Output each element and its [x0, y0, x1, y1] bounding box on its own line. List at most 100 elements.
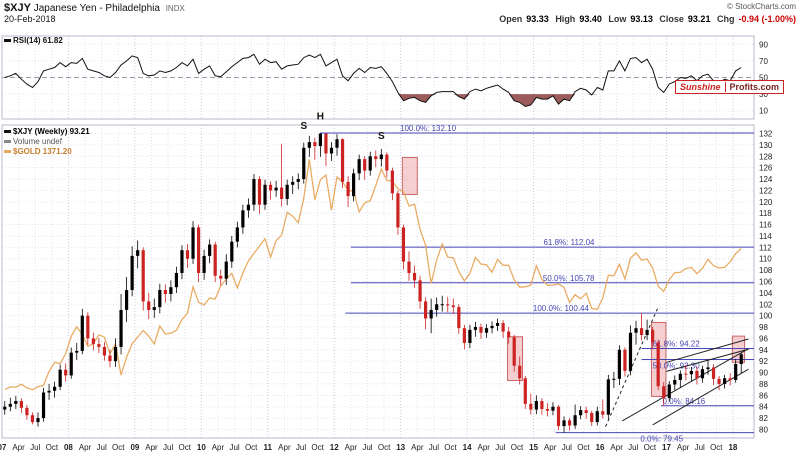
svg-text:S: S [378, 131, 385, 142]
legend-item-volume: Volume undef [4, 137, 90, 147]
price-chart-svg: 07 Apr Jul Oct 08 Apr Jul Oct 09 Apr Jul Oct 10 Apr Ju… [0, 35, 773, 452]
svg-text:50: 50 [759, 74, 768, 83]
svg-text:Oct: Oct [644, 443, 657, 452]
svg-text:88: 88 [759, 380, 768, 389]
chart-title-line: $XJY Japanese Yen - Philadelphia INDX [4, 2, 185, 14]
sunshine-profits-watermark: Sunshine Profits.com [675, 80, 785, 94]
svg-text:Oct: Oct [245, 443, 258, 452]
low-value: 93.13 [630, 14, 653, 24]
svg-text:100.0%: 132.10: 100.0%: 132.10 [400, 124, 457, 133]
svg-text:128: 128 [759, 152, 773, 161]
svg-text:61.8%: 112.04: 61.8%: 112.04 [543, 238, 595, 247]
svg-text:Oct: Oct [710, 443, 723, 452]
svg-text:Apr: Apr [478, 443, 491, 452]
svg-text:84: 84 [759, 403, 768, 412]
svg-text:Jul: Jul [229, 443, 239, 452]
svg-text:118: 118 [759, 209, 772, 218]
svg-text:0.0%: 79.45: 0.0%: 79.45 [640, 435, 683, 444]
svg-text:Jul: Jul [163, 443, 173, 452]
svg-text:Oct: Oct [444, 443, 457, 452]
svg-text:122: 122 [759, 186, 773, 195]
svg-text:Apr: Apr [12, 443, 25, 452]
svg-text:Apr: Apr [610, 443, 623, 452]
svg-text:09: 09 [130, 443, 139, 452]
svg-text:106: 106 [759, 278, 773, 287]
svg-text:Apr: Apr [411, 443, 424, 452]
svg-text:Apr: Apr [145, 443, 158, 452]
svg-text:08: 08 [64, 443, 73, 452]
volume-swatch-icon [4, 140, 11, 144]
svg-text:Oct: Oct [311, 443, 324, 452]
svg-text:112: 112 [759, 243, 772, 252]
svg-text:Oct: Oct [112, 443, 125, 452]
svg-text:10: 10 [197, 443, 206, 452]
legend-item-gold: $GOLD 1371.20 [4, 147, 90, 157]
svg-text:Jul: Jul [562, 443, 572, 452]
svg-text:94: 94 [759, 346, 768, 355]
svg-text:92: 92 [759, 357, 768, 366]
svg-text:Oct: Oct [179, 443, 192, 452]
svg-text:50.0%: 92.30: 50.0%: 92.30 [653, 361, 701, 370]
svg-text:104: 104 [759, 289, 773, 298]
svg-text:15: 15 [529, 443, 538, 452]
svg-text:50.0%: 105.78: 50.0%: 105.78 [543, 274, 595, 283]
svg-text:Jul: Jul [30, 443, 40, 452]
svg-text:80: 80 [759, 425, 768, 434]
svg-text:Jul: Jul [628, 443, 638, 452]
svg-text:Jul: Jul [296, 443, 306, 452]
svg-text:124: 124 [759, 175, 773, 184]
svg-text:Apr: Apr [79, 443, 92, 452]
svg-text:Jul: Jul [695, 443, 705, 452]
svg-text:86: 86 [759, 391, 768, 400]
svg-text:Oct: Oct [577, 443, 590, 452]
svg-text:Apr: Apr [345, 443, 358, 452]
svg-text:13: 13 [396, 443, 405, 452]
svg-text:Oct: Oct [46, 443, 59, 452]
svg-text:100: 100 [759, 312, 773, 321]
svg-text:120: 120 [759, 198, 773, 207]
svg-text:116: 116 [759, 221, 772, 230]
svg-text:Apr: Apr [544, 443, 557, 452]
svg-text:61.8%: 94.22: 61.8%: 94.22 [653, 340, 701, 349]
svg-text:S: S [300, 121, 307, 132]
rsi-indicator-label: RSI(14) 61.82 [4, 36, 63, 46]
open-label: Open [499, 14, 523, 24]
legend-item-xjy: $XJY (Weekly) 93.21 [4, 127, 90, 137]
svg-text:126: 126 [759, 164, 773, 173]
svg-text:108: 108 [759, 266, 773, 275]
svg-text:Oct: Oct [511, 443, 524, 452]
xjy-swatch-icon [4, 130, 11, 134]
svg-text:10: 10 [759, 107, 768, 116]
chart-date: 20-Feb-2018 [4, 14, 56, 24]
svg-text:98: 98 [759, 323, 768, 332]
svg-text:07: 07 [0, 443, 7, 452]
svg-text:100.0%: 100.44: 100.0%: 100.44 [533, 304, 590, 313]
svg-text:90: 90 [759, 40, 768, 49]
svg-text:114: 114 [759, 232, 772, 241]
svg-text:96: 96 [759, 334, 768, 343]
copyright-label: © StockCharts.com [726, 2, 796, 11]
close-label: Close [659, 14, 684, 24]
high-value: 93.40 [579, 14, 602, 24]
chg-label: Chg [716, 14, 735, 24]
svg-text:70: 70 [759, 57, 768, 66]
chart-title: Japanese Yen - Philadelphia [33, 3, 160, 14]
svg-text:Apr: Apr [278, 443, 291, 452]
svg-text:Jul: Jul [429, 443, 439, 452]
ticker-symbol: $XJY [4, 2, 31, 14]
open-value: 93.33 [526, 14, 549, 24]
svg-text:132: 132 [759, 130, 773, 139]
svg-text:102: 102 [759, 300, 773, 309]
svg-text:14: 14 [463, 443, 472, 452]
svg-text:90: 90 [759, 369, 768, 378]
svg-text:110: 110 [759, 255, 772, 264]
svg-text:12: 12 [330, 443, 339, 452]
svg-text:18: 18 [728, 443, 737, 452]
low-label: Low [608, 14, 627, 24]
svg-text:Jul: Jul [97, 443, 107, 452]
watermark-profits: Profits.com [729, 82, 780, 92]
chart-legend: $XJY (Weekly) 93.21 Volume undef $GOLD 1… [4, 127, 90, 157]
watermark-sunshine: Sunshine [676, 82, 726, 92]
svg-text:Apr: Apr [212, 443, 225, 452]
